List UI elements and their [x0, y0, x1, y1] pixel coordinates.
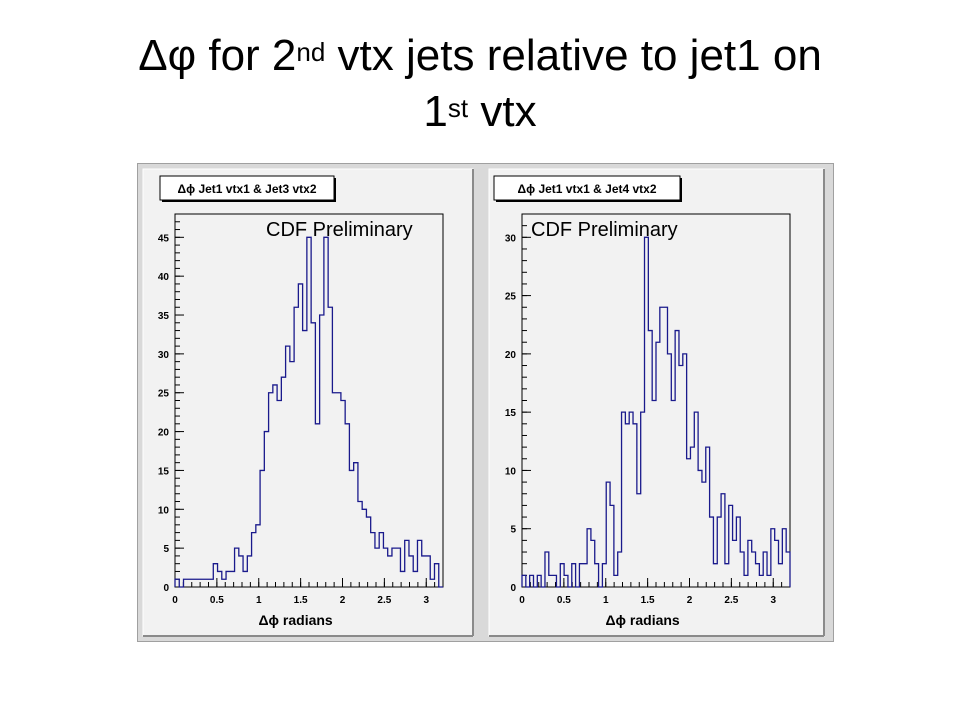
- x-axis-title: Δϕ radians: [605, 612, 679, 628]
- x-tick-label: 1: [603, 595, 609, 606]
- histogram-series-line: [521, 236, 791, 588]
- x-tick-label: 3: [770, 595, 776, 606]
- y-tick-label: 10: [158, 505, 170, 516]
- y-tick-label: 35: [158, 311, 170, 322]
- y-tick-label: 5: [510, 525, 516, 536]
- x-tick-label: 2: [340, 595, 346, 606]
- histogram-pad-2: Δϕ Jet1 vtx1 & Jet4 vtx2 0 5 10 15 20 25 30 0 0.5…: [488, 168, 825, 637]
- title-part: vtx jets relative to jet1 on: [325, 31, 822, 80]
- histogram-title: Δϕ Jet1 vtx1 & Jet4 vtx2: [517, 182, 656, 196]
- title-box: [493, 175, 681, 201]
- y-tick-label: 20: [505, 350, 517, 361]
- slide-title-line1: Δφ for 2nd vtx jets relative to jet1 on: [30, 28, 930, 84]
- x-tick-label: 0: [172, 595, 178, 606]
- histogram-series-line: [174, 236, 443, 588]
- cdf-preliminary-label-right: CDF Preliminary: [531, 219, 678, 241]
- cdf-preliminary-label-left: CDF Preliminary: [266, 219, 413, 241]
- histogram-pad-1: Δϕ Jet1 vtx1 & Jet3 vtx20510152025303540…: [142, 168, 474, 637]
- y-tick-label: 0: [163, 583, 169, 594]
- x-tick-label: 2: [687, 595, 693, 606]
- x-tick-label: 2.5: [377, 595, 391, 606]
- y-tick-label: 0: [510, 583, 516, 594]
- x-tick-label: 1: [256, 595, 262, 606]
- y-tick-label: 20: [158, 428, 170, 439]
- y-tick-label: 5: [163, 544, 169, 555]
- x-tick-label: 0.5: [210, 595, 224, 606]
- x-axis-title: Δϕ radians: [258, 612, 332, 628]
- x-tick-label: 0: [519, 595, 525, 606]
- slide-title: Δφ for 2nd vtx jets relative to jet1 on …: [30, 28, 930, 140]
- slide-title-line2: 1st vtx: [30, 84, 930, 140]
- y-tick-label: 30: [158, 350, 170, 361]
- chart-canvas-svg: Δϕ Jet1 vtx1 & Jet3 vtx20510152025303540…: [142, 168, 825, 637]
- x-tick-label: 1.5: [641, 595, 655, 606]
- title-superscript: st: [447, 93, 469, 123]
- title-superscript: nd: [296, 37, 326, 67]
- title-box: [159, 175, 335, 201]
- y-tick-label: 45: [158, 233, 170, 244]
- y-tick-label: 15: [158, 466, 170, 477]
- x-tick-label: 3: [423, 595, 429, 606]
- y-tick-label: 25: [158, 389, 170, 400]
- y-tick-label: 40: [158, 272, 170, 283]
- title-part: vtx: [468, 87, 537, 136]
- x-tick-label: 1.5: [294, 595, 308, 606]
- title-part: Δφ for 2: [138, 31, 297, 80]
- histogram-title: Δϕ Jet1 vtx1 & Jet3 vtx2: [177, 182, 316, 196]
- x-tick-label: 2.5: [724, 595, 738, 606]
- y-tick-label: 15: [505, 408, 517, 419]
- title-part: 1: [423, 87, 448, 136]
- root-canvas: Δϕ Jet1 vtx1 & Jet3 vtx2 0 5 10 15 20 25 30 35 40…: [137, 163, 834, 642]
- x-tick-label: 0.5: [557, 595, 571, 606]
- y-tick-label: 30: [505, 233, 517, 244]
- y-tick-label: 25: [505, 292, 517, 303]
- y-tick-label: 10: [505, 466, 517, 477]
